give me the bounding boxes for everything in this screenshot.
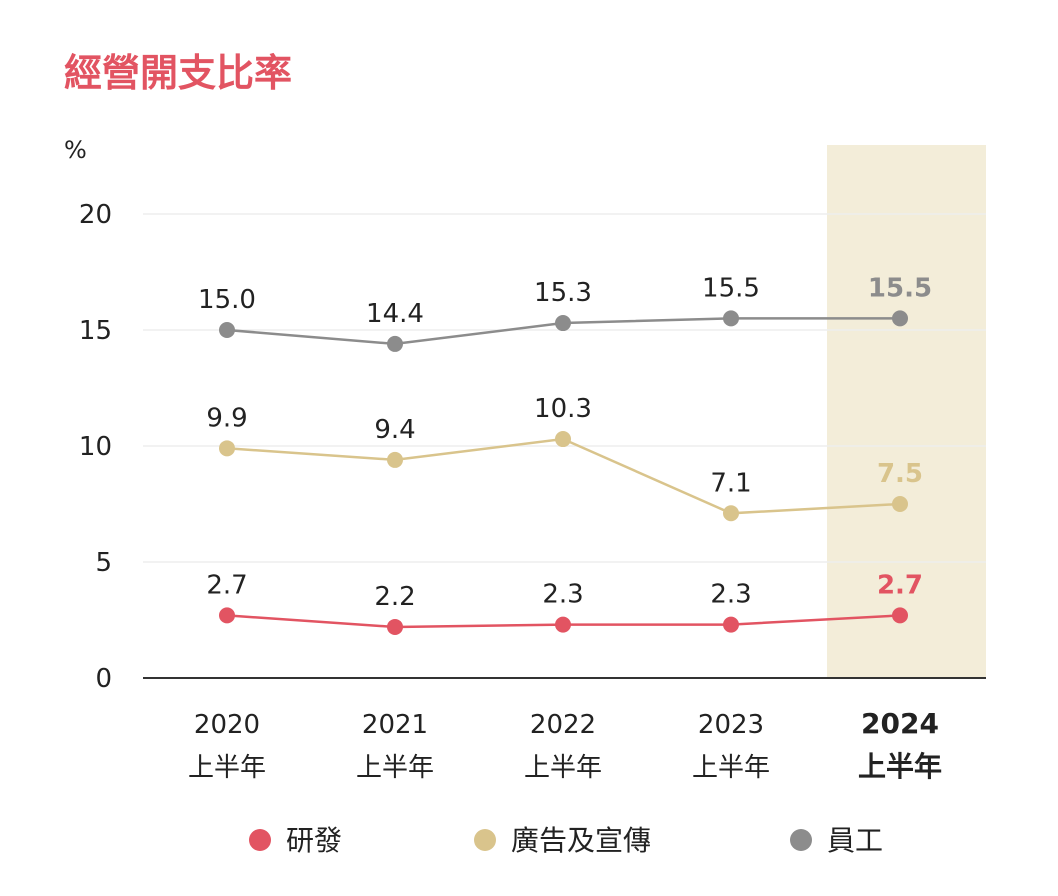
- series-lines: [219, 310, 908, 635]
- data-label: 9.9: [206, 403, 247, 433]
- y-axis-ticks: 0 5 10 15 20: [79, 200, 112, 694]
- x-tick-period: 上半年: [356, 753, 434, 783]
- data-label: 9.4: [374, 415, 415, 445]
- x-tick-year: 2021: [362, 710, 428, 740]
- legend-marker: [249, 829, 271, 851]
- x-axis-labels: 2020 上半年 2021 上半年 2022 上半年 2023 上半年 2024 上半年: [188, 707, 942, 783]
- data-point: [892, 310, 908, 327]
- y-tick-label: 0: [95, 664, 112, 694]
- data-point: [219, 322, 235, 338]
- data-point: [723, 616, 739, 633]
- data-labels: 15.0 14.4 15.3 15.5 15.5 9.9 9.4 10.3 7.1 7.5 2.7 2…: [198, 273, 932, 612]
- y-tick-label: 10: [79, 432, 112, 462]
- data-point: [219, 440, 235, 457]
- series-line: [226, 437, 901, 515]
- y-tick-label: 15: [79, 316, 112, 346]
- x-tick-year: 2020: [194, 710, 260, 740]
- legend-label: 員工: [827, 824, 883, 857]
- data-label: 2.7: [877, 570, 923, 600]
- data-label: 7.5: [877, 459, 923, 489]
- x-tick-period: 上半年: [692, 753, 770, 783]
- data-point: [723, 310, 739, 327]
- y-axis-unit: %: [64, 136, 87, 164]
- data-label: 15.0: [198, 285, 256, 315]
- x-tick-period: 上半年: [188, 753, 266, 783]
- data-point: [219, 607, 235, 624]
- legend-marker: [790, 829, 812, 851]
- data-label: 2.3: [542, 580, 583, 610]
- data-point: [723, 505, 739, 522]
- y-tick-label: 20: [79, 200, 112, 230]
- data-point: [555, 315, 571, 332]
- legend-label: 廣告及宣傳: [511, 824, 651, 857]
- x-tick-period: 上半年: [858, 750, 942, 783]
- data-point: [555, 431, 571, 448]
- data-point: [892, 496, 908, 512]
- data-point: [892, 607, 908, 624]
- data-point: [555, 616, 571, 633]
- data-label: 10.3: [534, 394, 592, 424]
- x-tick-year: 2022: [530, 710, 596, 740]
- data-label: 2.2: [374, 582, 415, 612]
- chart-title: 經營開支比率: [64, 51, 292, 95]
- data-label: 2.7: [206, 570, 247, 600]
- data-label: 15.3: [534, 278, 592, 308]
- data-label: 7.1: [710, 468, 751, 498]
- highlight-band: [827, 145, 986, 678]
- data-point: [387, 618, 403, 635]
- data-label: 14.4: [366, 299, 424, 329]
- data-label: 15.5: [868, 273, 932, 303]
- data-label: 15.5: [702, 273, 760, 303]
- legend: 研發 廣告及宣傳 員工: [249, 824, 883, 857]
- y-tick-label: 5: [95, 548, 112, 578]
- data-point: [387, 335, 403, 352]
- x-tick-year: 2023: [698, 710, 764, 740]
- x-tick-period: 上半年: [524, 753, 602, 783]
- data-label: 2.3: [710, 580, 751, 610]
- legend-marker: [474, 829, 496, 851]
- legend-label: 研發: [286, 824, 342, 857]
- x-tick-year: 2024: [861, 707, 939, 740]
- data-point: [387, 451, 403, 468]
